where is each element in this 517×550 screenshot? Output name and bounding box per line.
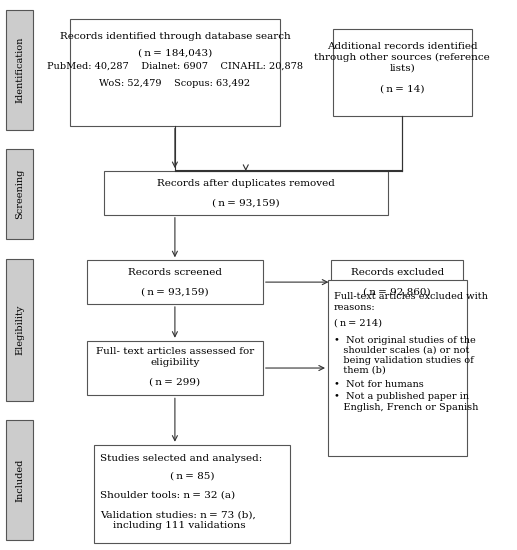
Bar <box>6 149 33 239</box>
Bar <box>87 260 263 304</box>
Bar <box>6 258 33 401</box>
Text: ( n = 85): ( n = 85) <box>170 472 214 481</box>
Bar <box>328 280 467 455</box>
Bar <box>94 444 290 543</box>
Text: •  Not original studies of the: • Not original studies of the <box>333 336 475 345</box>
Bar <box>6 9 33 130</box>
Text: ( n = 92,860): ( n = 92,860) <box>363 288 431 296</box>
Text: shoulder scales (a) or not: shoulder scales (a) or not <box>333 346 469 355</box>
Text: Full- text articles assessed for: Full- text articles assessed for <box>96 347 254 356</box>
Text: through other sources (reference: through other sources (reference <box>314 53 490 62</box>
Text: Screening: Screening <box>15 169 24 219</box>
Bar <box>331 260 463 304</box>
Text: ( n = 93,159): ( n = 93,159) <box>212 198 280 207</box>
Text: Records excluded: Records excluded <box>351 268 444 277</box>
Text: WoS: 52,479    Scopus: 63,492: WoS: 52,479 Scopus: 63,492 <box>99 79 250 88</box>
Text: Identification: Identification <box>15 37 24 103</box>
Text: Elegibility: Elegibility <box>15 305 24 355</box>
Bar <box>87 340 263 395</box>
Bar <box>70 19 280 126</box>
Text: PubMed: 40,287    Dialnet: 6907    CINAHL: 20,878: PubMed: 40,287 Dialnet: 6907 CINAHL: 20,… <box>47 62 303 70</box>
Bar <box>6 420 33 541</box>
Text: Shoulder tools: n = 32 (a): Shoulder tools: n = 32 (a) <box>100 491 235 499</box>
Text: them (b): them (b) <box>333 366 385 375</box>
Bar <box>104 171 388 215</box>
Text: lists): lists) <box>389 64 415 73</box>
Text: ( n = 184,043): ( n = 184,043) <box>138 49 212 58</box>
Text: ( n = 299): ( n = 299) <box>149 377 201 386</box>
Text: ( n = 93,159): ( n = 93,159) <box>141 288 209 296</box>
Text: Included: Included <box>15 459 24 502</box>
Text: including 111 validations: including 111 validations <box>100 521 246 530</box>
Text: Studies selected and analysed:: Studies selected and analysed: <box>100 454 262 463</box>
Text: English, French or Spanish: English, French or Spanish <box>333 403 478 412</box>
Text: being validation studies of: being validation studies of <box>333 356 473 365</box>
Bar <box>332 29 472 116</box>
Text: ( n = 14): ( n = 14) <box>380 85 424 94</box>
Text: Records after duplicates removed: Records after duplicates removed <box>157 179 334 188</box>
Text: Additional records identified: Additional records identified <box>327 42 478 51</box>
Text: •  Not a published paper in: • Not a published paper in <box>333 392 468 401</box>
Text: reasons:: reasons: <box>333 304 375 312</box>
Text: Records identified through database search: Records identified through database sear… <box>59 32 290 41</box>
Text: •  Not for humans: • Not for humans <box>333 380 423 389</box>
Text: Full-text articles excluded with: Full-text articles excluded with <box>333 293 488 301</box>
Text: eligibility: eligibility <box>150 358 200 367</box>
Text: Validation studies: n = 73 (b),: Validation studies: n = 73 (b), <box>100 510 256 519</box>
Text: Records screened: Records screened <box>128 268 222 277</box>
Text: ( n = 214): ( n = 214) <box>333 318 382 328</box>
